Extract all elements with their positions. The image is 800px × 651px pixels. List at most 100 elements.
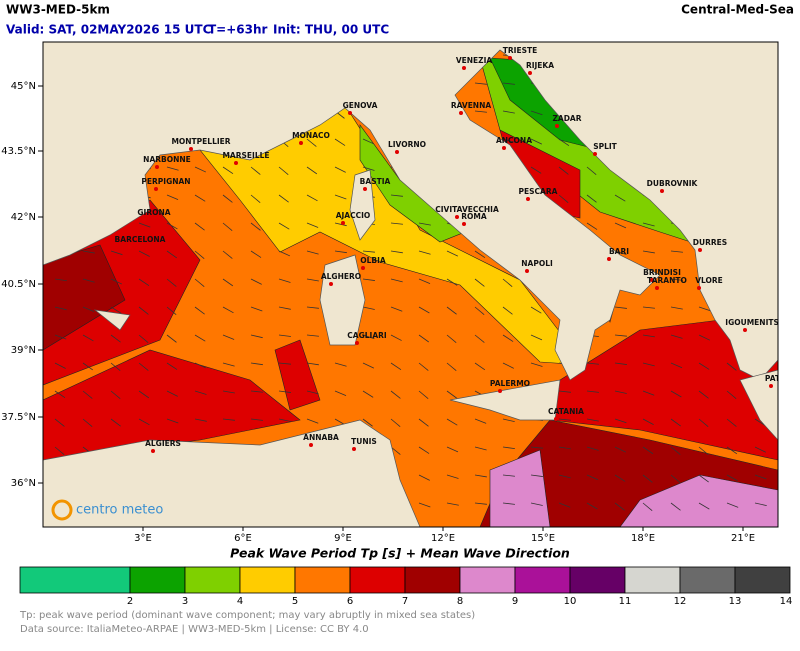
lat-label: 45°N: [11, 81, 36, 92]
direction-arrow: [418, 222, 431, 226]
direction-arrow: [278, 194, 289, 203]
direction-arrow: [250, 250, 262, 258]
direction-arrow: [642, 418, 654, 425]
direction-arrow: [390, 334, 402, 341]
city-label: ALGIERS: [145, 439, 181, 448]
direction-arrow: [250, 390, 263, 393]
direction-arrow: [306, 250, 319, 255]
direction-arrow: [502, 334, 514, 342]
direction-arrow: [698, 362, 710, 370]
africa: [43, 419, 421, 527]
wave-zone: [549, 319, 778, 461]
direction-arrow: [278, 418, 291, 422]
wave-zone: [43, 349, 301, 461]
sardinia: [319, 254, 366, 346]
city-dot: [498, 389, 502, 393]
direction-arrow: [54, 306, 67, 311]
colorbar-tick-label: 2: [127, 596, 133, 607]
title: WW3-MED-5km: [6, 3, 110, 17]
direction-arrow: [754, 418, 766, 426]
city-label: MONTPELLIER: [171, 137, 230, 146]
direction-arrow: [390, 446, 401, 455]
city-label: CATANIA: [548, 407, 584, 416]
direction-arrow: [278, 278, 291, 283]
direction-arrow: [222, 278, 234, 287]
colorbar-segment: [514, 566, 571, 594]
city-dot: [234, 161, 238, 165]
direction-arrow: [726, 502, 739, 508]
direction-arrow: [222, 334, 235, 340]
direction-arrow: [194, 362, 207, 369]
sicily: [449, 379, 561, 421]
direction-arrow: [194, 306, 205, 315]
direction-arrow: [222, 306, 234, 314]
direction-arrow: [306, 194, 318, 202]
city-label: LIVORNO: [388, 140, 426, 149]
direction-arrow: [138, 418, 150, 426]
city-dot: [462, 66, 466, 70]
direction-arrow: [642, 306, 655, 309]
direction-arrow: [418, 362, 429, 371]
direction-arrow: [418, 418, 429, 427]
direction-arrow: [670, 474, 681, 484]
direction-arrow: [362, 362, 375, 369]
direction-arrow: [110, 362, 121, 371]
direction-arrow: [530, 334, 543, 341]
city-label: GENOVA: [343, 101, 378, 110]
city-label: NARBONNE: [143, 155, 191, 164]
direction-arrow: [54, 390, 66, 398]
direction-arrow: [250, 362, 263, 366]
direction-arrow: [418, 474, 430, 481]
balearics: [93, 309, 131, 331]
city-label: PERPIGNAN: [141, 177, 190, 186]
direction-arrow: [82, 418, 93, 428]
direction-arrow: [670, 250, 683, 253]
logo: centro meteo: [76, 503, 163, 518]
direction-arrow: [530, 446, 543, 449]
direction-arrow: [166, 390, 178, 397]
direction-arrow: [54, 362, 66, 369]
direction-arrow: [334, 194, 347, 200]
city-label: SPLIT: [593, 142, 617, 151]
direction-arrow: [502, 138, 515, 143]
city-label: PATRAS: [765, 374, 797, 383]
direction-arrow: [334, 166, 346, 173]
direction-arrow: [110, 278, 123, 285]
direction-arrow: [166, 362, 178, 370]
city-dot: [151, 449, 155, 453]
city-label: DUBROVNIK: [647, 179, 699, 188]
wave-zone: [43, 244, 126, 351]
greece: [739, 369, 778, 441]
city-dot: [525, 269, 529, 273]
direction-arrow: [474, 474, 487, 478]
direction-arrow: [670, 278, 683, 281]
footer-note: Tp: peak wave period (dominant wave comp…: [19, 610, 475, 621]
direction-arrow: [698, 474, 709, 483]
direction-arrow: [250, 166, 261, 175]
direction-arrow: [586, 502, 598, 510]
direction-arrow: [530, 474, 543, 477]
direction-arrow: [642, 334, 655, 338]
direction-arrow: [362, 418, 373, 427]
direction-arrow: [362, 278, 375, 281]
direction-arrow: [222, 166, 234, 174]
direction-arrow: [670, 306, 683, 310]
city-label: GIRONA: [137, 208, 170, 217]
direction-arrow: [418, 334, 429, 343]
direction-arrow: [250, 222, 261, 231]
direction-arrow: [558, 474, 571, 479]
direction-arrow: [222, 194, 233, 203]
direction-arrow: [166, 418, 179, 424]
direction-arrow: [110, 250, 123, 256]
direction-arrow: [586, 390, 599, 393]
direction-arrow: [166, 278, 177, 287]
direction-arrow: [54, 278, 67, 282]
direction-arrow: [614, 306, 627, 309]
direction-arrow: [306, 306, 319, 309]
direction-arrow: [194, 334, 206, 342]
direction-arrow: [530, 502, 543, 506]
colorbar-tick-label: 14: [780, 596, 793, 607]
valid-time: Valid: SAT, 02MAY2026 15 UTC: [6, 23, 212, 37]
direction-arrow: [390, 390, 401, 399]
colorbar-segment: [459, 566, 516, 594]
